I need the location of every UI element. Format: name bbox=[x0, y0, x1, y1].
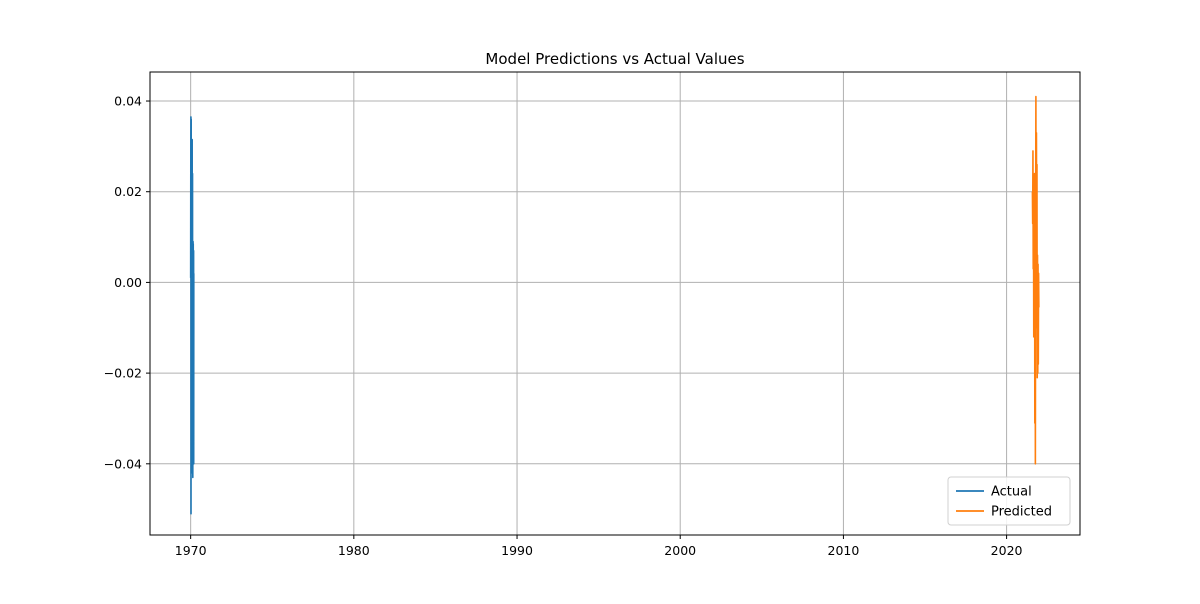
plot-area-frame bbox=[149, 71, 1081, 536]
series-line-actual bbox=[189, 116, 195, 515]
y-tick-label: 0.00 bbox=[114, 275, 142, 290]
chart-title: Model Predictions vs Actual Values bbox=[485, 50, 744, 68]
y-tick-label: −0.02 bbox=[104, 366, 142, 381]
grid-lines bbox=[150, 72, 1080, 535]
axes: 1970 1980 1990 2000 2010 2020 0.04 0.02 0.00 −0.0… bbox=[104, 94, 1023, 558]
x-tick-label: 1970 bbox=[175, 543, 207, 558]
x-tick-label: 1980 bbox=[338, 543, 370, 558]
x-tick-label: 1990 bbox=[501, 543, 533, 558]
y-tick-label: 0.02 bbox=[114, 184, 142, 199]
series-lines bbox=[189, 95, 1040, 515]
y-tick-label: 0.04 bbox=[114, 94, 142, 109]
legend-label-actual: Actual bbox=[991, 485, 1032, 500]
series-line-predicted bbox=[1031, 95, 1040, 465]
legend-box bbox=[947, 476, 1071, 526]
legend: Actual Predicted bbox=[947, 476, 1071, 526]
x-tick-label: 2020 bbox=[991, 543, 1023, 558]
x-tick-label: 2000 bbox=[664, 543, 696, 558]
legend-label-predicted: Predicted bbox=[991, 505, 1052, 520]
y-tick-label: −0.04 bbox=[104, 456, 142, 471]
x-tick-label: 2010 bbox=[828, 543, 860, 558]
